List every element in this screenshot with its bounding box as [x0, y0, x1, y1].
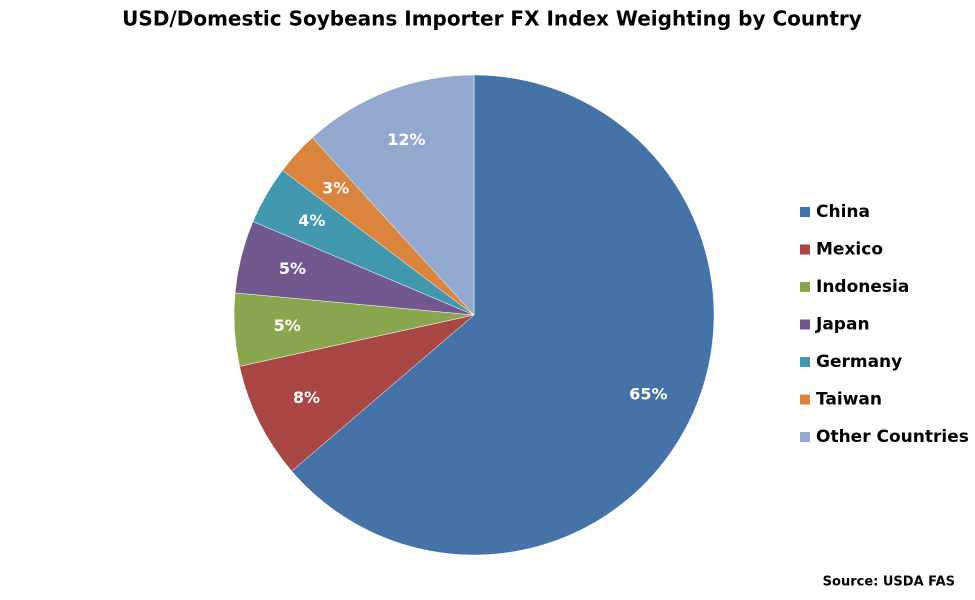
legend-label: Indonesia	[816, 277, 909, 297]
legend-swatch	[800, 394, 810, 405]
legend-swatch	[800, 282, 810, 292]
legend-swatch	[800, 244, 810, 255]
value-label: 3%	[322, 178, 349, 197]
legend-swatch	[800, 432, 810, 442]
value-label: 5%	[274, 316, 301, 335]
value-label: 12%	[387, 130, 425, 149]
value-label: 65%	[629, 385, 667, 404]
legend-label: Japan	[815, 315, 870, 335]
pie-slice	[291, 74, 715, 556]
legend-label: Germany	[816, 352, 902, 372]
pie-slice	[311, 74, 475, 316]
value-label: 8%	[293, 388, 320, 407]
value-label: 5%	[279, 259, 306, 278]
legend-label: Mexico	[816, 240, 883, 260]
value-label: 4%	[298, 211, 325, 230]
legend-swatch	[800, 357, 810, 367]
chart-title: USD/Domestic Soybeans Importer FX Index …	[122, 7, 862, 31]
legend-label: Taiwan	[816, 390, 882, 410]
legend-label: China	[816, 202, 870, 222]
source-note: Source: USDA FAS	[823, 575, 955, 590]
legend-swatch	[800, 319, 810, 330]
legend-label: Other Countries	[816, 427, 969, 447]
legend-swatch	[800, 207, 810, 217]
pie-slice	[239, 314, 475, 472]
